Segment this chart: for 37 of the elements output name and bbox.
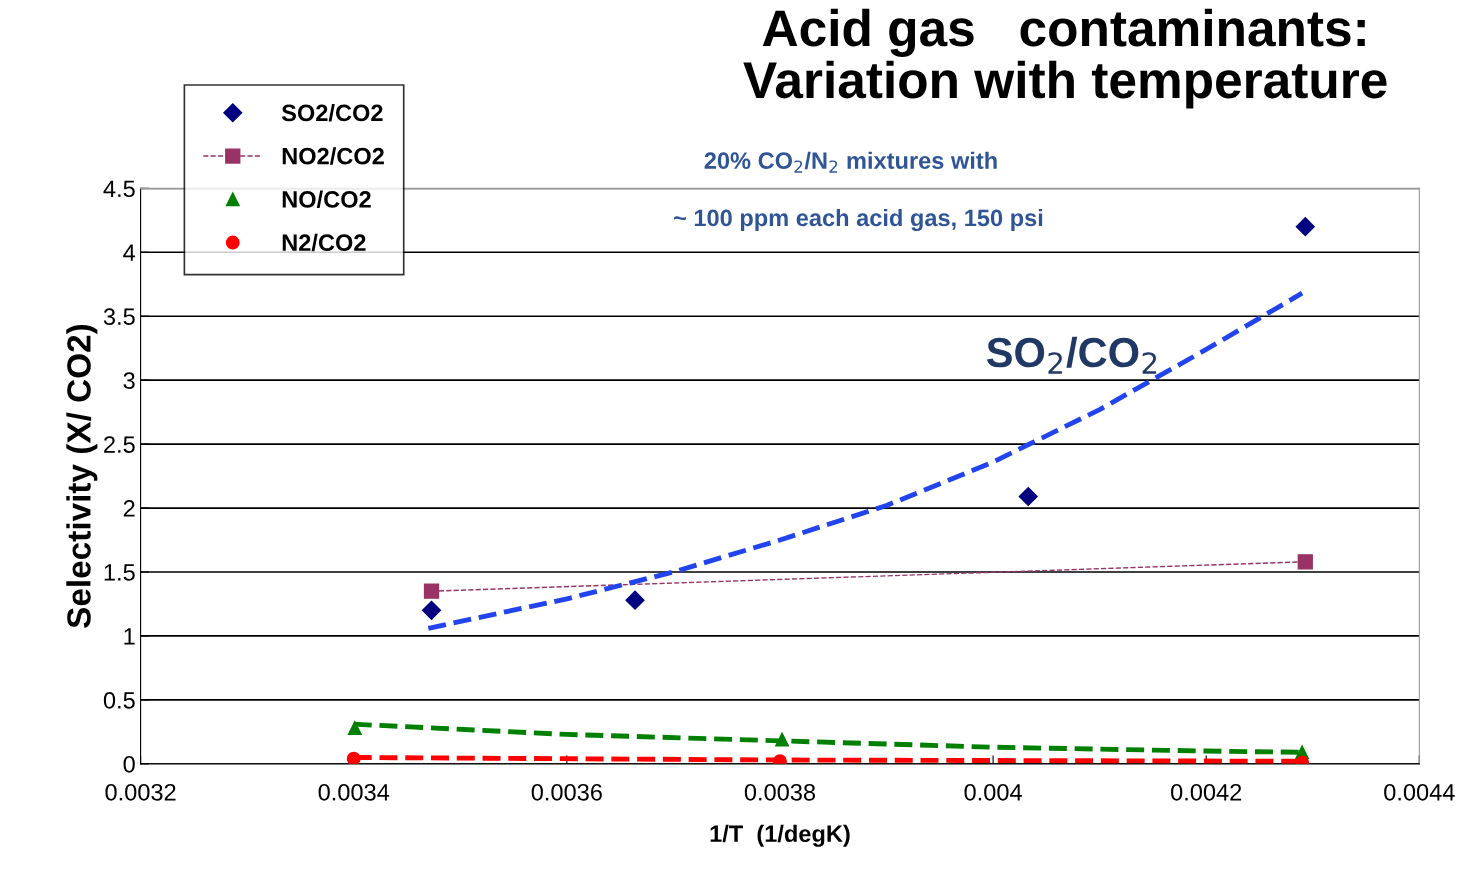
y-axis-title: Selectivity (X/ CO2): [66, 324, 98, 628]
x-tick-label: 0.0032: [105, 783, 176, 801]
chart-title: Acid gas contaminants: Variation with temperature: [743, 8, 1387, 109]
point: [423, 583, 440, 599]
point: [625, 590, 645, 610]
y-tick-label: 2.5: [104, 436, 135, 453]
annotation: ~ 100 ppm each acid gas, 150 psi: [673, 208, 1043, 232]
point: [1295, 217, 1315, 237]
legend-label: NO/CO2: [282, 190, 371, 209]
point: [421, 600, 442, 620]
y-tick-label: 1: [124, 628, 135, 645]
point: [1297, 554, 1313, 570]
y-tick-label: 0: [123, 755, 135, 773]
legend-label: SO2/CO2: [281, 103, 383, 122]
point: [1018, 487, 1038, 507]
x-tick-label: 0.0042: [1171, 783, 1242, 801]
x-axis-title: 1/T (1/degK): [710, 824, 850, 847]
y-tick-label: 0.5: [103, 691, 135, 709]
y-tick-label: 4: [123, 244, 136, 261]
text: 20% CO$_{2}$/N$_{2}$ mixtures with: [704, 151, 997, 173]
x-tick-label: 0.0044: [1384, 783, 1455, 801]
legend-label: N2/CO2: [282, 233, 366, 252]
y-tick-label: 4.5: [103, 180, 135, 198]
x-tick-label: 0.0034: [318, 783, 390, 801]
annotation: SO$_{2}$/CO$_{2}$: [986, 336, 1157, 374]
legend-label: NO2/CO2: [282, 147, 384, 165]
x-tick-label: 0.004: [964, 783, 1022, 801]
x-tick-label: 0.0036: [531, 783, 602, 801]
y-tick-label: 2: [123, 500, 135, 517]
y-tick-label: 3.5: [103, 308, 135, 325]
y-tick-label: 3: [123, 372, 135, 389]
point: [775, 732, 790, 747]
point: [347, 721, 362, 735]
point: [346, 751, 361, 764]
x-tick-label: 0.0038: [744, 783, 816, 801]
y-tick-label: 1.5: [104, 564, 135, 581]
line-series: [425, 290, 1305, 631]
